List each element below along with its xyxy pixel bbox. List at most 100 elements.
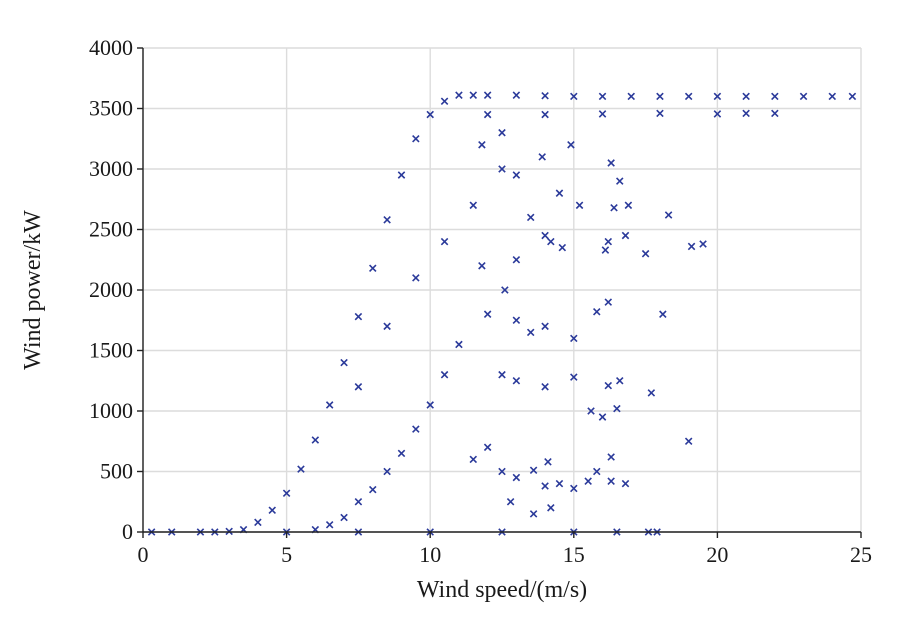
data-point [506, 497, 515, 506]
y-tick-label: 2000 [89, 277, 133, 302]
y-axis-title: Wind power/kW [20, 210, 46, 370]
data-point [311, 436, 320, 444]
data-point [584, 477, 592, 485]
data-point [297, 465, 305, 473]
y-axis-ticks: 0 500 1000 1500 2000 2500 3000 3500 4000 [89, 35, 143, 544]
data-point [354, 312, 363, 321]
y-tick-label: 1000 [89, 398, 133, 423]
data-point [512, 473, 521, 482]
data-point [547, 504, 555, 512]
data-point [498, 370, 506, 379]
data-point [526, 213, 535, 222]
data-point [771, 109, 779, 118]
data-point [771, 92, 779, 101]
data-point [567, 141, 575, 149]
data-point [478, 262, 486, 270]
y-tick-label: 3000 [89, 156, 133, 181]
data-point [558, 243, 567, 252]
y-tick-label: 2500 [89, 217, 133, 242]
data-point [512, 376, 521, 385]
data-point [440, 370, 449, 379]
data-point [483, 310, 492, 318]
data-point [598, 413, 607, 421]
data-point [483, 443, 492, 452]
data-points [147, 91, 857, 536]
data-point [659, 310, 667, 318]
grid [142, 47, 862, 533]
data-point [656, 92, 664, 101]
data-point [699, 240, 707, 248]
data-point [426, 110, 434, 119]
data-point [828, 92, 837, 101]
data-point [412, 134, 420, 143]
data-point [610, 203, 618, 212]
data-point [383, 322, 391, 331]
data-point [282, 489, 291, 498]
data-point [368, 485, 377, 494]
data-point [541, 231, 549, 240]
x-tick-label: 10 [419, 542, 441, 567]
data-point [254, 518, 262, 527]
data-point [526, 328, 535, 337]
data-point [684, 437, 693, 446]
data-point [498, 165, 506, 173]
data-point [547, 237, 555, 246]
data-point [848, 92, 857, 101]
data-point [627, 92, 636, 101]
data-point [687, 242, 696, 251]
data-point [624, 201, 633, 210]
data-point [383, 467, 391, 476]
data-point [615, 376, 624, 385]
data-point [512, 171, 521, 179]
data-point [604, 381, 613, 390]
data-point [742, 92, 750, 101]
data-point [541, 92, 549, 100]
data-point [440, 97, 449, 106]
x-tick-label: 15 [563, 542, 585, 567]
x-tick-label: 20 [706, 542, 728, 567]
data-point [469, 455, 478, 464]
data-point [455, 91, 463, 99]
data-point [383, 216, 391, 224]
data-point [664, 211, 673, 219]
data-point [354, 383, 363, 391]
data-point [575, 201, 584, 210]
data-point [541, 383, 549, 391]
data-point [412, 425, 420, 433]
data-point [598, 92, 607, 101]
data-point [529, 466, 538, 475]
data-point [607, 159, 615, 167]
data-point [607, 453, 615, 461]
data-point [529, 510, 538, 518]
x-axis-ticks: 0 5 10 15 20 25 [138, 532, 872, 567]
data-point [607, 477, 615, 485]
data-point [570, 92, 578, 101]
data-point [713, 110, 722, 118]
data-point [604, 298, 613, 306]
data-point [325, 520, 334, 529]
data-point [604, 237, 613, 246]
data-point [541, 482, 549, 490]
data-point [613, 404, 621, 413]
x-axis-title: Wind speed/(m/s) [417, 577, 587, 603]
data-point [598, 110, 607, 118]
data-point [469, 201, 478, 210]
data-point [478, 141, 486, 149]
data-point [601, 246, 610, 254]
data-point [555, 479, 564, 488]
data-point [325, 401, 334, 409]
data-point [498, 467, 506, 476]
data-point [570, 373, 578, 381]
data-point [368, 264, 377, 272]
y-tick-label: 4000 [89, 35, 133, 60]
data-point [641, 249, 650, 258]
data-point [656, 109, 664, 118]
data-point [340, 358, 348, 367]
data-point [615, 177, 624, 185]
data-point [512, 91, 521, 99]
data-point [621, 479, 630, 488]
data-point [538, 153, 546, 161]
data-point [455, 340, 463, 349]
data-point [544, 458, 552, 466]
